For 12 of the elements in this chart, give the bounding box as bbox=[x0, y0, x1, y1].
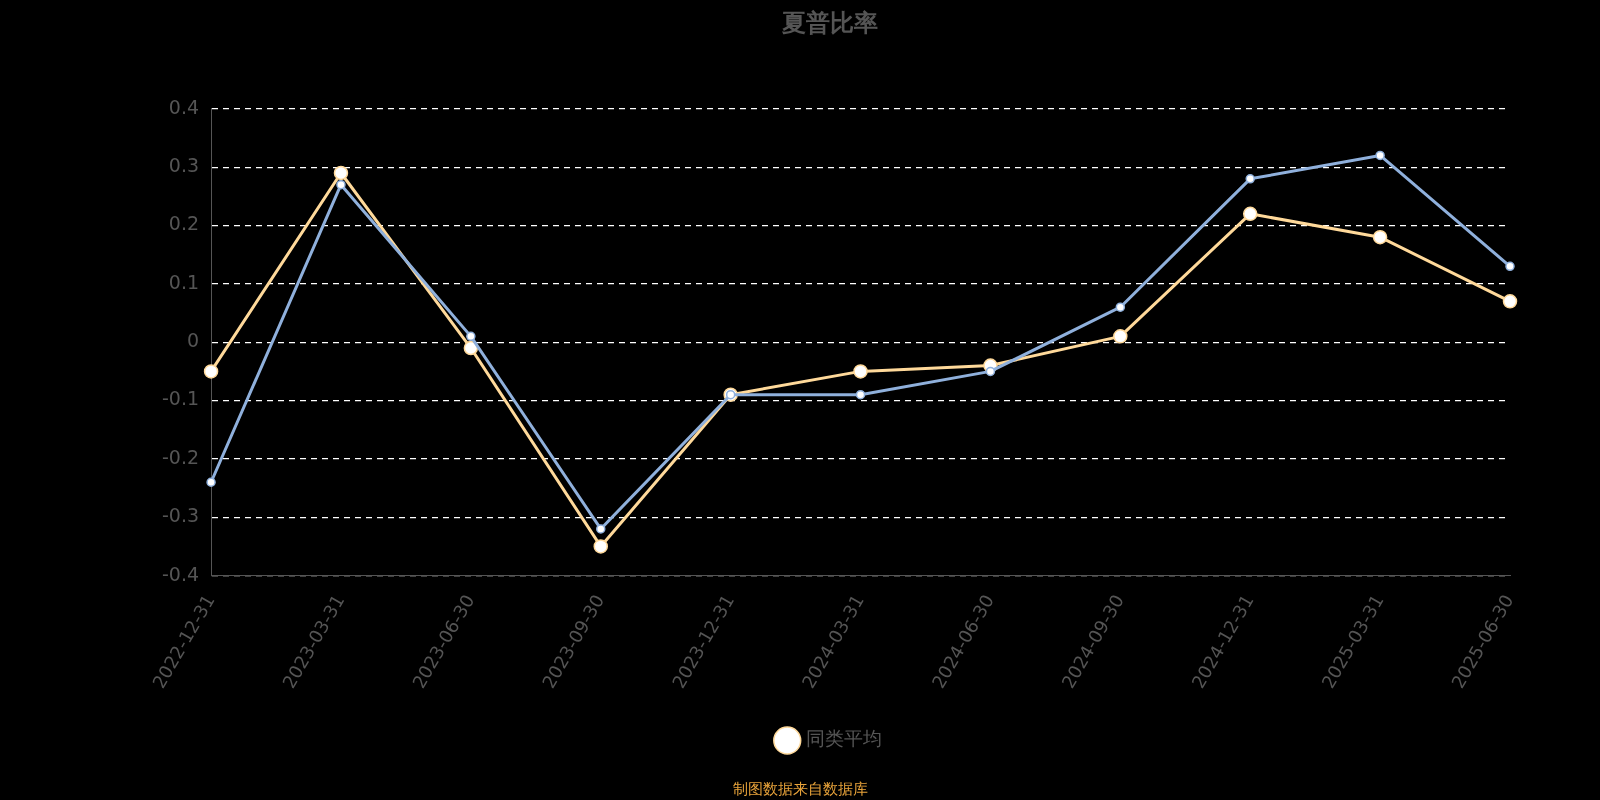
text: 制图数据来自数据库 bbox=[732, 779, 868, 798]
y-tick-label: 0.2 bbox=[168, 212, 200, 235]
y-tick-label: -0.4 bbox=[161, 562, 200, 585]
y-tick-label: -0.2 bbox=[161, 445, 200, 468]
y-tick-label: -0.1 bbox=[161, 387, 200, 410]
chart-title: 夏普比率 bbox=[781, 8, 878, 37]
y-tick-label: -0.3 bbox=[161, 504, 200, 527]
y-tick-label: 0 bbox=[186, 329, 200, 352]
legend-label: 同类平均 bbox=[806, 727, 883, 750]
y-tick-label: 0.3 bbox=[168, 154, 200, 177]
y-tick-label: 0.4 bbox=[168, 95, 200, 118]
y-tick-label: 0.1 bbox=[168, 270, 200, 293]
